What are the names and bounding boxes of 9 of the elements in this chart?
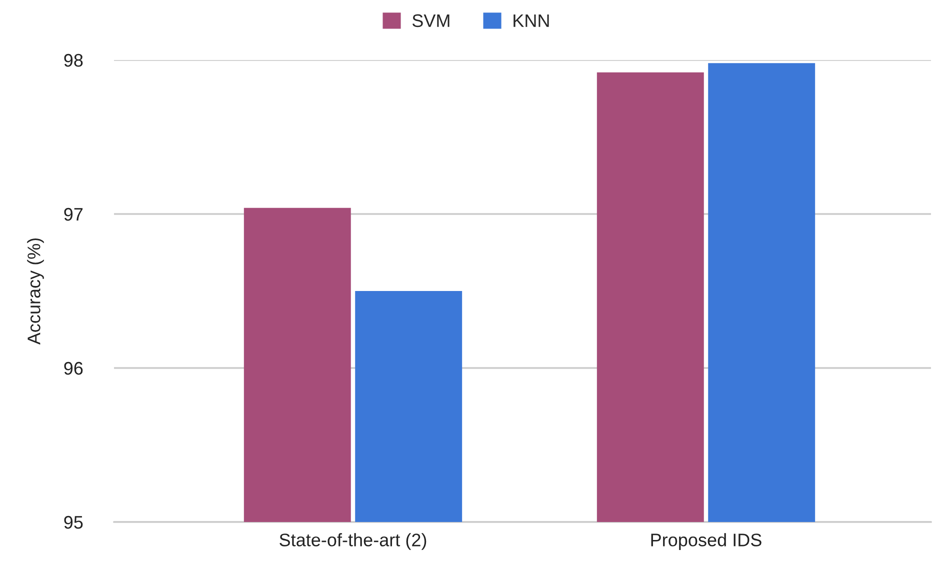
y-tick-label: 96	[64, 362, 83, 375]
y-axis-title: Accuracy (%)	[27, 238, 44, 345]
y-tick-label: 95	[64, 516, 83, 529]
y-tick-label: 97	[64, 208, 83, 221]
legend-label: SVM	[412, 14, 450, 28]
y-tick-label: 98	[64, 54, 83, 67]
legend-label: KNN	[514, 14, 549, 27]
x-tick-label: Proposed IDS	[651, 533, 762, 550]
x-tick-label: State-of-the-art (2)	[280, 533, 426, 550]
